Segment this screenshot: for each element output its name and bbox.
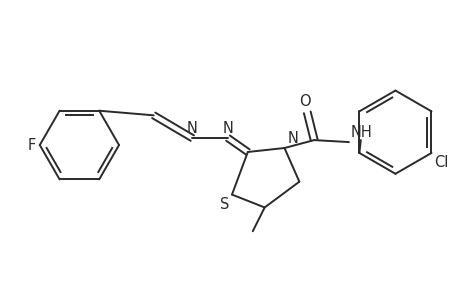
- Text: N: N: [186, 121, 197, 136]
- Text: N: N: [287, 131, 298, 146]
- Text: O: O: [299, 94, 310, 110]
- Text: F: F: [28, 137, 36, 152]
- Text: S: S: [219, 196, 229, 211]
- Text: Cl: Cl: [433, 155, 448, 170]
- Text: NH: NH: [350, 125, 372, 140]
- Text: N: N: [222, 121, 233, 136]
